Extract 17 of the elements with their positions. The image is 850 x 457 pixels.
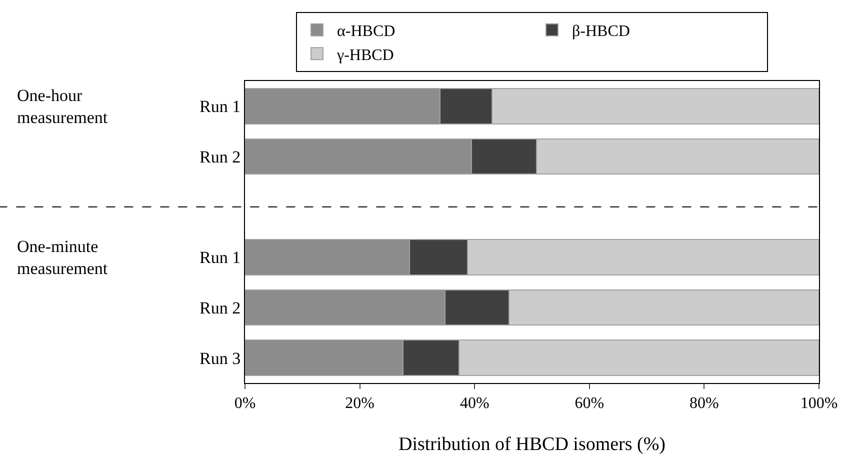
y-tick-label: Run 1 xyxy=(200,248,241,268)
y-tick-label: Run 3 xyxy=(200,348,241,368)
text: One-minute measurement xyxy=(17,237,108,278)
legend-label: γ-HBCD xyxy=(336,46,394,64)
x-tick-label: 80% xyxy=(690,395,719,412)
y-tick-label: Run 2 xyxy=(200,298,241,318)
x-tick-label: 100% xyxy=(800,395,838,412)
x-tick-label: 20% xyxy=(345,395,374,412)
text: One-hour measurement xyxy=(17,86,108,128)
legend-label: β-HBCD xyxy=(572,23,630,40)
x-axis-title: Distribution of HBCD isomers (%) xyxy=(398,434,666,455)
y-tick-label: Run 1 xyxy=(200,97,241,116)
legend-label: α-HBCD xyxy=(337,23,396,40)
x-tick-label: 60% xyxy=(574,395,604,412)
x-tick-label: 0% xyxy=(234,395,256,412)
y-tick-label: Run 2 xyxy=(200,147,241,166)
x-tick-label: 40% xyxy=(460,395,490,412)
